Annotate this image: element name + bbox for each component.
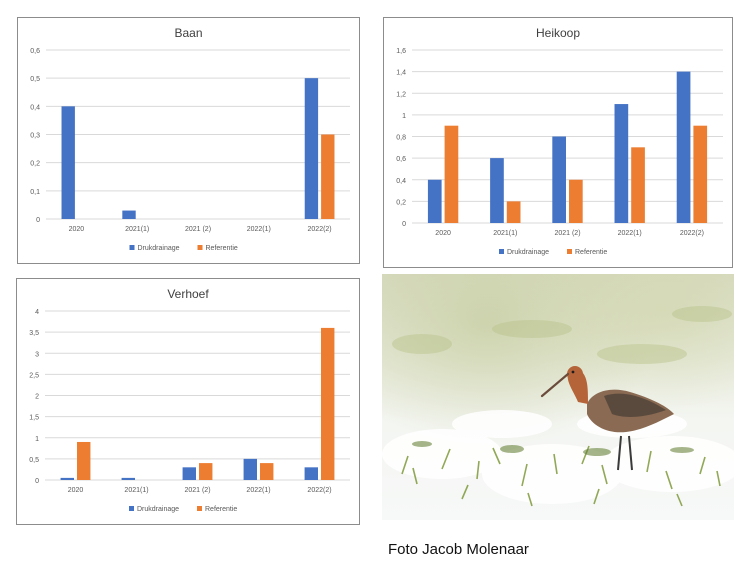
y-tick-label: 0,1 <box>30 189 40 196</box>
photo-caption: Foto Jacob Molenaar <box>388 541 529 558</box>
legend-label-referentie: Referentie <box>575 249 607 256</box>
x-tick-label: 2021(1) <box>493 230 517 237</box>
y-tick-label: 1,4 <box>396 70 406 77</box>
x-tick-label: 2020 <box>68 487 84 494</box>
chart-verhoef: Verhoef 0 0,5 1 1,5 2 2,5 3 3,5 4 2020 2021(1) 2021 … <box>16 278 360 525</box>
y-tick-label: 1,6 <box>396 48 406 55</box>
bar-referentie-2021-2 <box>199 463 213 480</box>
y-tick-label: 0,6 <box>30 48 40 55</box>
bar-referentie-2021-1 <box>506 201 521 223</box>
bar-referentie-2022-1 <box>260 463 274 480</box>
bar-drukdrainage-2022-2 <box>304 78 319 219</box>
y-tick-label: 1 <box>402 113 406 120</box>
x-tick-label: 2021(1) <box>124 487 148 494</box>
bar-drukdrainage-2020 <box>60 477 74 480</box>
y-tick-label: 0,6 <box>396 156 406 163</box>
y-tick-label: 3 <box>35 351 39 358</box>
bar-referentie-2020 <box>77 441 91 480</box>
bar-referentie-2022-1 <box>631 147 645 223</box>
y-tick-label: 0,2 <box>30 161 40 168</box>
legend-label-drukdrainage: Drukdrainage <box>507 249 549 256</box>
y-tick-label: 0,4 <box>396 178 406 185</box>
y-tick-label: 1 <box>35 436 39 443</box>
x-tick-label: 2021 (2) <box>554 230 580 237</box>
legend-swatch-referentie <box>197 506 202 511</box>
y-tick-label: 1,2 <box>396 91 406 98</box>
bar-referentie-2022-2 <box>321 134 335 219</box>
legend-swatch-drukdrainage <box>129 506 134 511</box>
legend-swatch-drukdrainage <box>499 249 504 254</box>
bar-drukdrainage-2022-1 <box>243 458 257 480</box>
bar-drukdrainage-2022-2 <box>304 467 318 480</box>
x-tick-label: 2022(1) <box>246 487 270 494</box>
bar-drukdrainage-2022-1 <box>614 104 629 223</box>
bar-referentie-2020 <box>444 125 459 223</box>
y-tick-label: 0,4 <box>30 104 40 111</box>
bar-drukdrainage-2022-2 <box>676 71 691 223</box>
legend-label-drukdrainage: Drukdrainage <box>138 245 180 252</box>
y-tick-label: 3,5 <box>29 330 39 337</box>
bar-referentie-2021-2 <box>569 179 583 223</box>
x-tick-label: 2020 <box>69 226 85 233</box>
y-tick-label: 0 <box>402 221 406 228</box>
bar-referentie-2022-2 <box>321 327 335 480</box>
legend-label-referentie: Referentie <box>205 506 237 513</box>
x-tick-label: 2022(1) <box>247 226 271 233</box>
chart-title: Heikoop <box>536 26 580 40</box>
y-tick-label: 0,2 <box>396 199 406 206</box>
y-tick-label: 0,5 <box>30 76 40 83</box>
bar-drukdrainage-2021-1 <box>121 477 135 480</box>
y-tick-label: 0,8 <box>396 135 406 142</box>
x-tick-label: 2021 (2) <box>185 226 211 233</box>
y-tick-label: 1,5 <box>29 415 39 422</box>
legend-label-drukdrainage: Drukdrainage <box>137 506 179 513</box>
bar-drukdrainage-2021-2 <box>552 136 566 223</box>
legend-label-referentie: Referentie <box>206 245 238 252</box>
y-tick-label: 0,3 <box>30 133 40 140</box>
chart-heikoop: Heikoop 0 0,2 0,4 0,6 0,8 1 1,2 1,4 1,6 2020 2021(1… <box>383 17 733 268</box>
legend-swatch-referentie <box>197 245 203 250</box>
x-tick-label: 2022(2) <box>680 230 704 237</box>
x-tick-label: 2022(2) <box>307 487 331 494</box>
legend-swatch-drukdrainage <box>129 245 135 250</box>
bird-photo <box>382 274 734 520</box>
chart-svg: Heikoop 0 0,2 0,4 0,6 0,8 1 1,2 1,4 1,6 2020 2021(1… <box>396 26 723 256</box>
y-tick-label: 2 <box>35 394 39 401</box>
bar-drukdrainage-2021-1 <box>490 158 504 223</box>
chart-svg: Baan 0 0,1 0,2 0,3 0,4 0,5 0,6 2020 2021(1) 2021 (… <box>30 26 350 252</box>
x-tick-label: 2021 (2) <box>184 487 210 494</box>
y-tick-label: 0 <box>36 217 40 224</box>
x-tick-label: 2022(2) <box>308 226 332 233</box>
bar-referentie-2022-2 <box>693 125 708 223</box>
chart-baan: Baan 0 0,1 0,2 0,3 0,4 0,5 0,6 2020 2021(1) 2021 (… <box>17 17 360 264</box>
y-tick-label: 0,5 <box>29 457 39 464</box>
bar-drukdrainage-2021-2 <box>182 467 196 480</box>
x-tick-label: 2022(1) <box>618 230 642 237</box>
chart-svg: Verhoef 0 0,5 1 1,5 2 2,5 3 3,5 4 2020 2021(1) 2021 … <box>29 287 350 513</box>
chart-title: Baan <box>174 26 202 40</box>
legend-swatch-referentie <box>567 249 572 254</box>
godwit-bird-image <box>382 274 734 520</box>
bar-drukdrainage-2020 <box>427 179 442 223</box>
chart-title: Verhoef <box>167 287 209 301</box>
bar-drukdrainage-2020 <box>61 106 75 219</box>
y-tick-label: 4 <box>35 309 39 316</box>
bar-drukdrainage-2021-1 <box>122 210 136 219</box>
x-tick-label: 2020 <box>435 230 451 237</box>
y-tick-label: 0 <box>35 478 39 485</box>
y-tick-label: 2,5 <box>29 372 39 379</box>
godwit-icon <box>540 366 674 471</box>
x-tick-label: 2021(1) <box>125 226 149 233</box>
